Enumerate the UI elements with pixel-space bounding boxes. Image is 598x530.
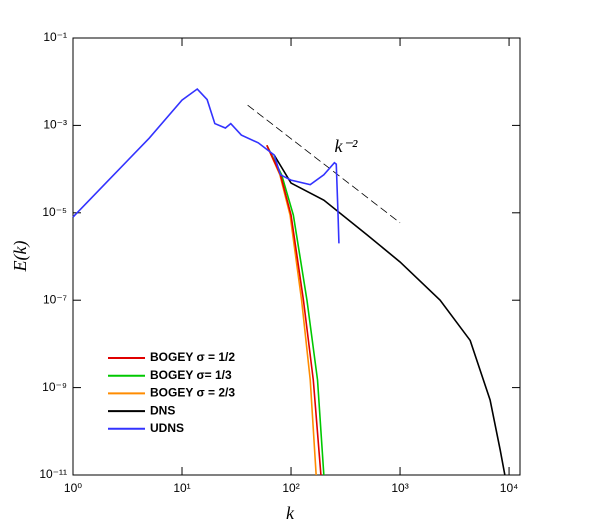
legend-label: DNS [150, 403, 175, 417]
legend-label: BOGEY σ= 1/3 [150, 368, 232, 382]
y-axis-label: E(k) [10, 241, 31, 273]
plot-frame [72, 37, 521, 476]
reference-line [247, 104, 401, 224]
y-tick-label: 10⁻⁹ [42, 380, 67, 394]
x-tick-label: 10¹ [173, 481, 190, 495]
y-tick-label: 10⁻⁷ [43, 292, 67, 306]
annotation: k⁻² [335, 136, 358, 156]
x-tick-label: 10³ [391, 481, 408, 495]
y-tick-label: 10⁻¹¹ [39, 467, 67, 481]
series-line [273, 154, 506, 476]
y-tick-label: 10⁻³ [43, 118, 67, 132]
legend-label: BOGEY σ = 1/2 [150, 350, 235, 364]
x-tick-label: 10⁰ [64, 481, 82, 495]
x-axis-label: k [286, 503, 295, 523]
x-tick-label: 10² [282, 481, 299, 495]
legend-label: UDNS [150, 421, 184, 435]
legend-label: BOGEY σ = 2/3 [150, 386, 235, 400]
series-line [72, 87, 340, 244]
y-tick-label: 10⁻¹ [43, 30, 67, 44]
y-tick-label: 10⁻⁵ [42, 205, 67, 219]
x-tick-label: 10⁴ [500, 481, 519, 495]
